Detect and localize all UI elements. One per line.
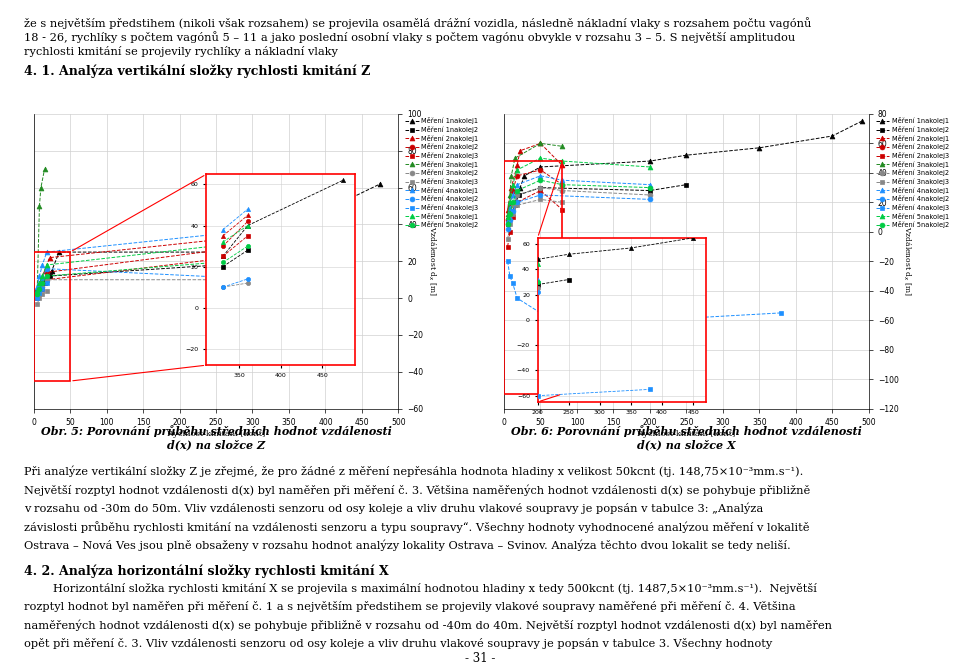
Bar <box>504 161 563 394</box>
Legend: Měření 1nakolej1, Měření 1nakolej2, Měření 2nakolej1, Měření 2nakolej2, Měření 2: Měření 1nakolej1, Měření 1nakolej2, Měře… <box>876 117 949 228</box>
Y-axis label: Vzdálenost d$_x$ [m]: Vzdálenost d$_x$ [m] <box>426 226 438 296</box>
Text: opět při měření č. 3. Vliv vzdálenosti senzoru od osy koleje a vliv druhu vlakov: opět při měření č. 3. Vliv vzdálenosti s… <box>24 638 772 649</box>
Text: Obr. 6: Porovnání průběhu středních hodnot vzdálenosti
d(x) na složce X: Obr. 6: Porovnání průběhu středních hodn… <box>511 425 862 450</box>
Y-axis label: Vzdálenost d$_x$ [m]: Vzdálenost d$_x$ [m] <box>901 226 913 296</box>
Text: Horizontální složka rychlosti kmitání X se projevila s maximální hodnotou hladin: Horizontální složka rychlosti kmitání X … <box>24 583 817 594</box>
Text: 4. 2. Analýza horizontální složky rychlosti kmitání X: 4. 2. Analýza horizontální složky rychlo… <box>24 564 389 578</box>
Text: Ostrava – Nová Ves jsou plně obsaženy v rozsahu hodnot analýzy lokality Ostrava : Ostrava – Nová Ves jsou plně obsaženy v … <box>24 539 791 551</box>
Text: v rozsahu od -30m do 50m. Vliv vzdálenosti senzoru od osy koleje a vliv druhu vl: v rozsahu od -30m do 50m. Vliv vzdálenos… <box>24 502 763 514</box>
Text: Obr. 5: Porovnání průběhu středních hodnot vzdálenosti
d(x) na složce Z: Obr. 5: Porovnání průběhu středních hodn… <box>40 425 392 450</box>
Text: rychlosti kmitání se projevily rychlíky a nákladní vlaky: rychlosti kmitání se projevily rychlíky … <box>24 46 338 57</box>
Text: naměřených hodnot vzdálenosti d(x) se pohybuje přibližně v rozsahu od -40m do 40: naměřených hodnot vzdálenosti d(x) se po… <box>24 620 832 631</box>
Legend: Měření 1nakolej1, Měření 1nakolej2, Měření 2nakolej1, Měření 2nakolej2, Měření 2: Měření 1nakolej1, Měření 1nakolej2, Měře… <box>405 117 479 228</box>
Text: že s největším předstihem (nikoli však rozsahem) se projevila osamělá drážní voz: že s největším předstihem (nikoli však r… <box>24 17 811 29</box>
Text: Největší rozptyl hodnot vzdálenosti d(x) byl naměřen při měření č. 3. Většina na: Největší rozptyl hodnot vzdálenosti d(x)… <box>24 484 810 496</box>
Text: - 31 -: - 31 - <box>465 652 495 665</box>
X-axis label: Rychlost kmitání [kcnt]: Rychlost kmitání [kcnt] <box>637 429 735 438</box>
Text: 18 - 26, rychlíky s počtem vagónů 5 – 11 a jako poslední osobní vlaky s počtem v: 18 - 26, rychlíky s počtem vagónů 5 – 11… <box>24 31 795 44</box>
Text: Při analýze vertikální složky Z je zřejmé, že pro žádné z měření nepřesáhla hodn: Při analýze vertikální složky Z je zřejm… <box>24 466 804 477</box>
Bar <box>34 252 70 381</box>
Text: 4. 1. Analýza vertikální složky rychlosti kmitání Z: 4. 1. Analýza vertikální složky rychlost… <box>24 64 371 78</box>
X-axis label: Rychlost kmitání [kcnt]: Rychlost kmitání [kcnt] <box>167 429 265 438</box>
Text: rozptyl hodnot byl naměřen při měření č. 1 a s největším předstihem se projevily: rozptyl hodnot byl naměřen při měření č.… <box>24 602 796 612</box>
Text: závislosti průběhu rychlosti kmitání na vzdálenosti senzoru a typu soupravy“. Vš: závislosti průběhu rychlosti kmitání na … <box>24 521 809 533</box>
